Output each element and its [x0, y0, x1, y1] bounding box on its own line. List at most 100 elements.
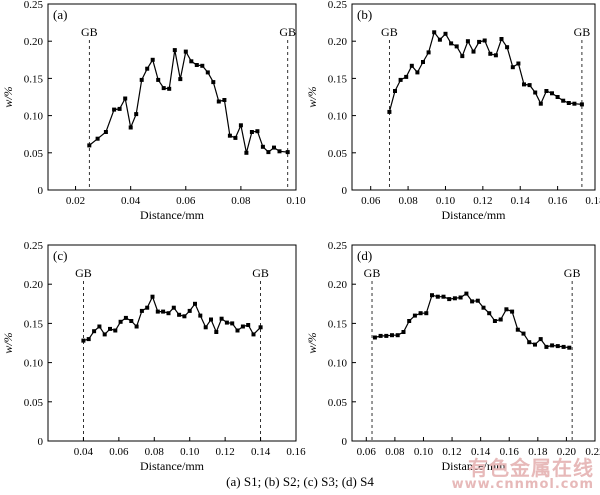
data-point — [510, 309, 515, 314]
data-point — [128, 125, 133, 130]
data-point — [139, 77, 144, 82]
data-point — [538, 337, 543, 342]
data-point — [441, 294, 446, 299]
x-tick-label: 0.10 — [286, 195, 306, 207]
data-point — [249, 130, 254, 134]
data-point — [113, 328, 118, 333]
data-point — [393, 89, 397, 93]
x-tick-label: 0.18 — [528, 446, 548, 458]
data-point — [435, 294, 440, 299]
data-point — [421, 60, 425, 64]
data-point — [145, 66, 150, 71]
panel-label: (b) — [357, 7, 372, 22]
x-tick-label: 0.12 — [473, 195, 492, 207]
data-point — [395, 333, 400, 338]
data-point — [233, 135, 238, 140]
data-point — [521, 331, 526, 336]
data-point — [409, 63, 414, 68]
data-point — [177, 312, 182, 317]
x-tick-label: 0.20 — [557, 446, 577, 458]
grain-boundary-label: GB — [75, 266, 92, 280]
grain-boundary-label: GB — [564, 266, 581, 280]
data-point — [555, 344, 560, 349]
data-point — [161, 309, 166, 314]
x-axis-label: Distance/mm — [442, 459, 507, 473]
data-point — [481, 305, 486, 310]
data-point — [167, 86, 172, 91]
data-point — [189, 59, 194, 64]
y-tick-label: 0.25 — [24, 240, 44, 252]
data-point — [200, 63, 205, 68]
data-point — [194, 63, 199, 67]
y-tick-label: 0.15 — [24, 73, 44, 85]
data-point — [454, 44, 459, 49]
data-point — [244, 150, 249, 155]
grain-boundary-label: GB — [364, 266, 381, 280]
y-axis-label: w/% — [305, 332, 319, 353]
x-tick-label: 0.06 — [176, 195, 196, 207]
data-point — [260, 144, 265, 149]
data-point — [216, 99, 221, 104]
panel-label: (a) — [53, 7, 67, 22]
data-point — [123, 96, 128, 101]
data-point — [102, 332, 107, 337]
data-point — [224, 320, 229, 325]
data-point — [567, 345, 572, 350]
y-tick-label: 0 — [38, 436, 44, 448]
data-point — [178, 77, 183, 82]
x-axis-label: Distance/mm — [442, 208, 507, 222]
data-point — [166, 311, 171, 316]
data-point — [458, 295, 463, 300]
y-tick-label: 0.20 — [24, 279, 44, 291]
data-point — [482, 38, 487, 43]
data-point — [378, 333, 383, 338]
data-point — [412, 313, 417, 318]
x-tick-label: 0.08 — [398, 195, 418, 207]
data-point — [240, 324, 245, 329]
data-point — [443, 31, 448, 36]
data-point — [108, 326, 112, 331]
x-tick-label: 0.06 — [357, 446, 377, 458]
data-point — [139, 308, 144, 313]
panel-label: (c) — [53, 248, 67, 263]
data-point — [522, 82, 526, 87]
data-point — [430, 293, 434, 298]
data-point — [492, 319, 497, 323]
data-point — [384, 333, 389, 338]
grain-boundary-label: GB — [279, 25, 296, 39]
x-tick-label: 0.10 — [180, 446, 200, 458]
data-point — [372, 335, 377, 340]
data-point — [561, 98, 566, 103]
y-tick-label: 0.20 — [328, 279, 348, 291]
x-tick-label: 0.12 — [442, 446, 461, 458]
data-point — [516, 61, 521, 66]
y-tick-label: 0.10 — [24, 111, 44, 123]
data-point — [112, 107, 117, 112]
plot-frame — [47, 3, 297, 191]
x-axis-label: Distance/mm — [140, 459, 205, 473]
data-point — [117, 106, 122, 111]
data-point — [266, 150, 271, 155]
data-point — [538, 101, 543, 106]
x-tick-label: 0.04 — [121, 195, 141, 207]
data-point — [182, 314, 187, 319]
y-tick-label: 0.20 — [328, 36, 348, 48]
figure-caption: (a) S1; (b) S2; (c) S3; (d) S4 — [226, 474, 374, 489]
data-point — [533, 342, 537, 347]
chart-panel-3: 0 0.05 0.10 0.15 0.20 0.25 0.04 0.06 0.08 0.10 0.1… — [1, 240, 306, 473]
x-tick-label: 0.14 — [251, 446, 271, 458]
plot-frame — [351, 244, 596, 442]
grain-boundary-label: GB — [81, 25, 98, 39]
grain-boundary-label: GB — [252, 266, 269, 280]
data-point — [198, 313, 203, 318]
data-point — [544, 89, 549, 93]
y-tick-label: 0.25 — [328, 0, 348, 11]
data-point — [498, 317, 503, 322]
data-point — [92, 329, 97, 334]
data-point — [150, 294, 155, 299]
x-tick-label: 0.08 — [231, 195, 251, 207]
data-point — [527, 83, 532, 88]
data-point — [277, 149, 282, 154]
data-point — [527, 340, 532, 345]
data-point — [470, 299, 475, 304]
